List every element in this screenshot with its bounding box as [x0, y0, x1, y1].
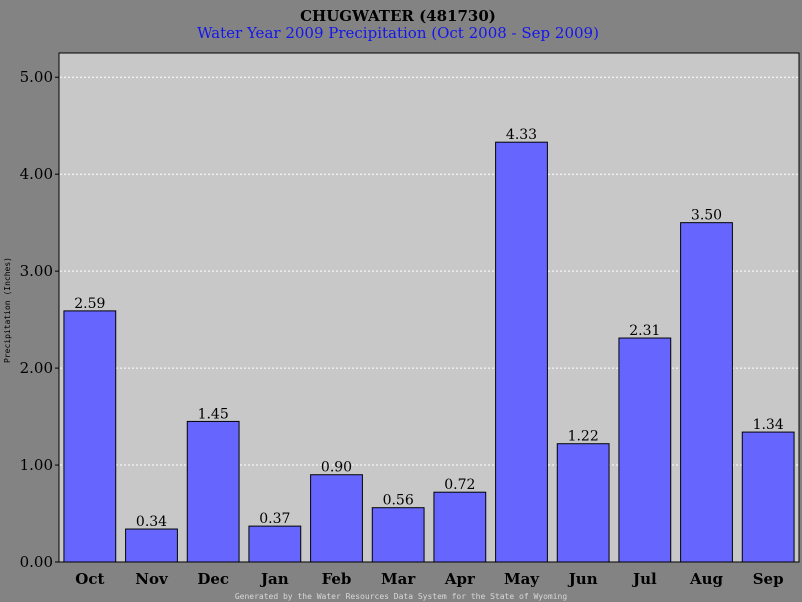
bar-may — [495, 141, 548, 563]
data-label: 2.31 — [629, 323, 660, 339]
data-label: 0.90 — [321, 460, 352, 476]
data-label: 1.22 — [568, 429, 599, 445]
x-tick-label: Mar — [381, 570, 416, 588]
y-tick-label: 2.00 — [20, 359, 53, 377]
x-tick-label: Sep — [753, 570, 784, 588]
bar-aug — [680, 222, 733, 563]
bar-apr — [433, 491, 487, 563]
footer-credit: Generated by the Water Resources Data Sy… — [235, 592, 568, 601]
data-label: 0.37 — [259, 511, 290, 527]
data-label: 2.59 — [74, 296, 105, 312]
x-tick-label: Feb — [322, 570, 352, 588]
x-tick-label: May — [504, 570, 540, 588]
x-tick-label: Jun — [567, 570, 598, 588]
y-tick-label: 0.00 — [20, 553, 53, 571]
y-tick-label: 4.00 — [20, 165, 53, 183]
x-tick-label: Dec — [197, 570, 229, 588]
plot-area — [58, 52, 800, 563]
bars: 2.59 0.34 1.45 0.37 0.90 0.56 0.72 4.33 1.22 2.31… — [63, 127, 795, 563]
bar-sep — [741, 431, 795, 563]
chart-title: CHUGWATER (481730) — [300, 7, 496, 25]
bar-oct — [63, 310, 117, 563]
data-label: 0.56 — [383, 493, 414, 509]
data-label: 1.34 — [753, 417, 784, 433]
x-axis-ticks: Oct Nov Dec Jan Feb Mar Apr May Jun Jul Aug Sep — [75, 570, 783, 588]
x-tick-label: Oct — [75, 570, 104, 588]
data-label: 4.33 — [506, 127, 537, 143]
bar-jun — [556, 443, 610, 563]
bar-mar — [371, 507, 425, 563]
x-tick-label: Jul — [631, 570, 657, 588]
x-tick-label: Apr — [444, 570, 476, 588]
x-tick-label: Nov — [135, 570, 169, 588]
data-label: 1.45 — [198, 406, 229, 422]
bar-dec — [186, 420, 240, 563]
x-tick-label: Aug — [689, 570, 724, 588]
y-tick-label: 3.00 — [20, 262, 53, 280]
y-axis-label: Precipitation (Inches) — [3, 257, 12, 363]
bar-jul — [618, 337, 672, 563]
bar-jan — [248, 525, 302, 563]
y-tick-label: 5.00 — [20, 68, 53, 86]
y-axis-ticks: 0.00 1.00 2.00 3.00 4.00 5.00 — [20, 68, 59, 571]
gridlines — [60, 76, 798, 466]
bar-nov — [125, 528, 178, 563]
x-tick-label: Jan — [259, 570, 289, 588]
data-label: 0.72 — [444, 477, 475, 493]
bar-feb — [310, 474, 363, 563]
chart-subtitle: Water Year 2009 Precipitation (Oct 2008 … — [197, 24, 599, 42]
data-label: 0.34 — [136, 514, 167, 530]
y-tick-label: 1.00 — [20, 456, 53, 474]
data-label: 3.50 — [691, 208, 722, 224]
